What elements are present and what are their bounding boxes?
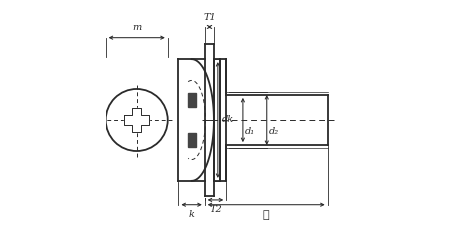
Text: T2: T2 xyxy=(209,205,222,214)
Text: T1: T1 xyxy=(203,13,216,22)
Polygon shape xyxy=(188,93,196,107)
Text: m: m xyxy=(132,24,141,32)
Polygon shape xyxy=(124,108,149,132)
Text: k: k xyxy=(189,210,194,219)
Polygon shape xyxy=(188,133,196,147)
Text: d₂: d₂ xyxy=(269,127,279,136)
Text: ℓ: ℓ xyxy=(263,210,270,220)
Text: d₁: d₁ xyxy=(245,127,255,136)
Text: dk: dk xyxy=(221,115,234,125)
